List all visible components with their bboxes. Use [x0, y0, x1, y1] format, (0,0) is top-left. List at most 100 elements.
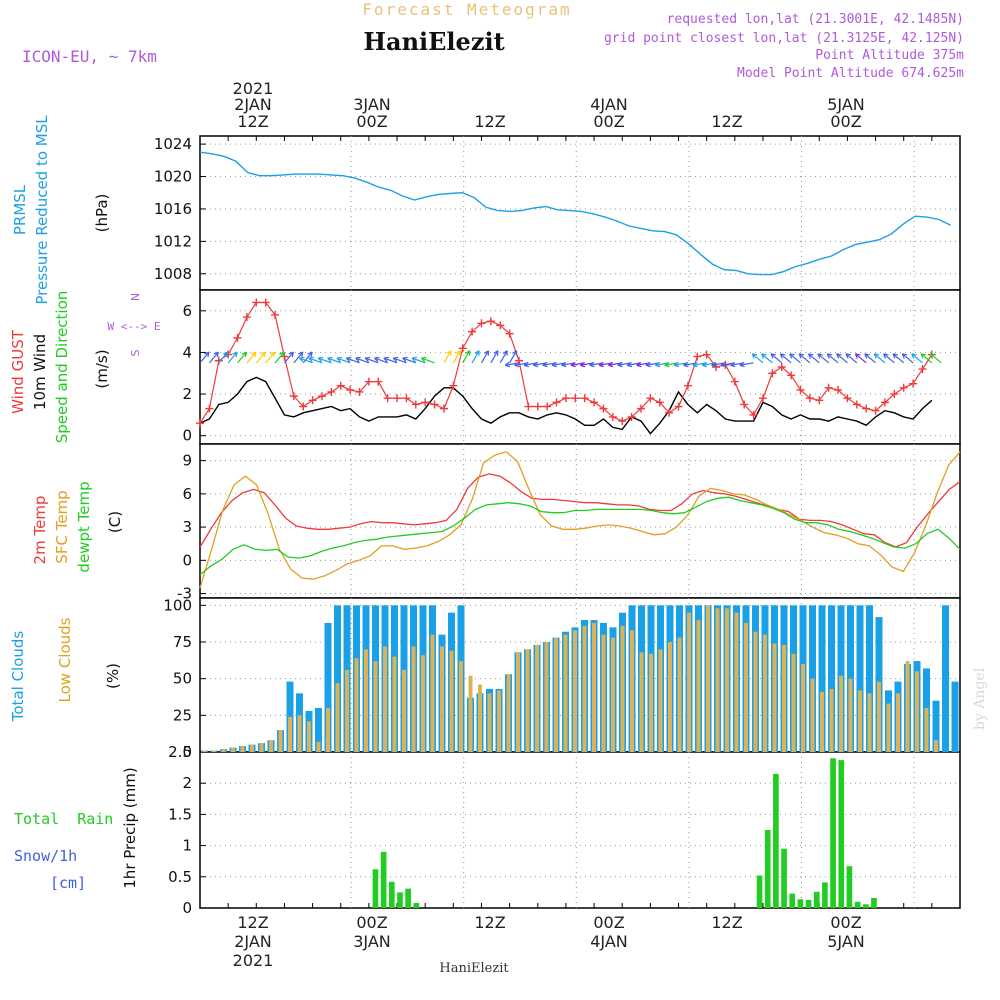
temp-label-sfc: SFC Temp [53, 490, 71, 563]
wind-arrow-head [308, 356, 314, 363]
wind-arrow-head [502, 350, 508, 356]
low-cloud-bar [639, 652, 644, 752]
top-day-2jan: 2JAN [234, 95, 272, 114]
gust-marker [749, 410, 758, 419]
gust-marker [805, 394, 814, 403]
precip-ytick-label-1: 2 [182, 774, 192, 792]
compass-n: N [129, 293, 142, 301]
compass-s: S [129, 349, 142, 356]
total-cloud-bar [315, 708, 322, 752]
wind-arrow-head [455, 350, 461, 356]
gust-marker [393, 394, 402, 403]
temp-ytick-label-1: 6 [182, 485, 192, 503]
wind-arrow [364, 357, 379, 364]
compass-we: W <--> E [108, 320, 161, 333]
low-cloud-bar [886, 703, 891, 752]
precip-legend-snow: Snow/1h [14, 847, 77, 865]
gust-marker [561, 394, 570, 403]
gust-marker [364, 377, 373, 386]
gust-marker [411, 400, 420, 409]
clouds-ytick-label-3: 25 [173, 706, 192, 724]
gust-marker [346, 385, 355, 394]
wind-10m-line [199, 376, 933, 435]
wind-arrow-head [836, 353, 842, 359]
wind-arrow [920, 353, 933, 364]
gust-marker [599, 404, 608, 413]
low-cloud-bar [582, 625, 587, 752]
low-cloud-bar [259, 743, 264, 752]
total-cloud-bar [847, 605, 854, 752]
model-altitude: Model Point Altitude 674.625m [737, 66, 964, 81]
wind-arrow-head [570, 361, 576, 368]
rain-bar [805, 899, 812, 908]
low-cloud-bar [801, 664, 805, 752]
wind-frame [199, 289, 961, 445]
station-title: HaniElezit [363, 27, 504, 56]
low-cloud-bar [269, 740, 273, 752]
gust-marker [261, 298, 270, 307]
top-hour-1: 00Z [356, 112, 387, 131]
gust-marker [665, 408, 674, 417]
low-cloud-bar [706, 605, 710, 752]
rain-bar [838, 760, 845, 908]
wind-arrow-head [673, 361, 680, 368]
bottom-hour-4: 12Z [711, 913, 742, 932]
clouds-ytick-label-4: 0 [182, 743, 192, 761]
total-cloud-bar [828, 605, 835, 752]
low-cloud-bar [877, 681, 881, 752]
wind-arrow [509, 350, 518, 364]
low-cloud-bar [430, 634, 435, 752]
bottom-hour-3: 00Z [593, 913, 624, 932]
gust-marker [317, 392, 326, 401]
top-day-4jan: 4JAN [590, 95, 628, 114]
wind-arrow [336, 357, 351, 364]
wind-arrow-head [826, 353, 833, 359]
rain-bar [773, 773, 779, 908]
low-cloud-bar [392, 656, 397, 752]
gust-marker [280, 352, 289, 361]
gust-marker [289, 392, 298, 401]
footer-station: HaniElezit [439, 961, 509, 976]
low-cloud-bar [202, 750, 207, 752]
pressure-ytick-label-0: 1024 [154, 135, 192, 153]
low-cloud-bar [497, 690, 501, 752]
bottom-hour-2: 12Z [474, 913, 505, 932]
temp-ytick-label-3: 0 [182, 551, 192, 569]
wind-arrow-head [920, 353, 927, 359]
gust-marker [702, 350, 711, 359]
wind-arrow [374, 357, 388, 364]
wind-arrow [751, 353, 764, 364]
gust-marker [580, 394, 589, 403]
bottom-hour-5: 00Z [830, 913, 861, 932]
pressure-unit: (hPa) [93, 194, 111, 233]
wind-arrow-head [355, 356, 361, 363]
wind-arrow [208, 351, 219, 364]
low-cloud-bar [554, 637, 558, 752]
gust-marker [271, 310, 280, 319]
wind-arrow [411, 357, 426, 364]
wind-arrow-head [298, 356, 305, 363]
wind-arrow [299, 357, 313, 364]
gust-marker [674, 402, 683, 411]
low-cloud-bar [459, 661, 463, 752]
wind-arrow-head [761, 353, 767, 359]
low-cloud-bar [782, 644, 786, 752]
rain-bar [781, 848, 787, 908]
wind-arrow [798, 353, 811, 364]
wind-arrow [402, 357, 417, 364]
gust-marker [477, 319, 486, 328]
wind-arrow-head [817, 353, 823, 359]
wind-arrow-head [269, 351, 276, 358]
gust-marker [383, 394, 392, 403]
gust-marker [918, 365, 927, 374]
low-cloud-bar [468, 675, 473, 752]
wind-arrow-head [345, 356, 352, 363]
low-cloud-bar [345, 669, 349, 752]
wind-arrow-head [751, 353, 758, 359]
gust-marker [590, 398, 599, 407]
wind-arrow [346, 357, 360, 364]
low-cloud-bar [573, 630, 577, 752]
rain-bar [756, 875, 763, 908]
gust-marker [214, 356, 223, 365]
